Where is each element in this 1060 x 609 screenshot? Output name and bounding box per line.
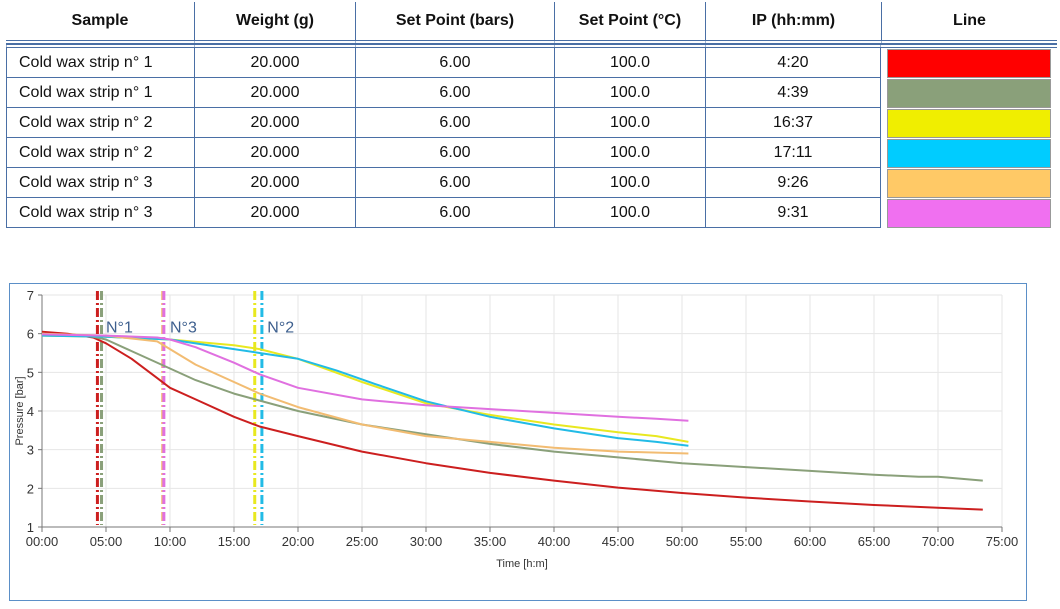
ip-cell: 4:20 bbox=[705, 44, 881, 78]
line-color-swatch bbox=[887, 108, 1051, 138]
y-tick-label: 1 bbox=[27, 520, 34, 535]
x-tick-label: 60:00 bbox=[794, 534, 827, 549]
x-tick-label: 25:00 bbox=[346, 534, 379, 549]
x-tick-label: 65:00 bbox=[858, 534, 891, 549]
setpoint-celsius-cell: 100.0 bbox=[554, 108, 705, 138]
setpoint-bars-cell: 6.00 bbox=[355, 78, 554, 108]
x-tick-label: 00:00 bbox=[26, 534, 59, 549]
ip-cell: 17:11 bbox=[705, 138, 881, 168]
setpoint-celsius-cell: 100.0 bbox=[554, 44, 705, 78]
setpoint-bars-cell: 6.00 bbox=[355, 168, 554, 198]
line-color-cell bbox=[881, 108, 1057, 138]
header-weight: Weight (g) bbox=[194, 2, 355, 44]
line-color-swatch bbox=[887, 168, 1051, 198]
header-ip: IP (hh:mm) bbox=[705, 2, 881, 44]
y-tick-label: 4 bbox=[27, 404, 34, 419]
setpoint-bars-cell: 6.00 bbox=[355, 198, 554, 228]
x-tick-label: 45:00 bbox=[602, 534, 635, 549]
y-axis-label: Pressure [bar] bbox=[14, 376, 26, 445]
sample-cell: Cold wax strip n° 2 bbox=[6, 138, 194, 168]
x-axis-label: Time [h:m] bbox=[496, 558, 548, 570]
weight-cell: 20.000 bbox=[194, 138, 355, 168]
sample-cell: Cold wax strip n° 3 bbox=[6, 168, 194, 198]
y-tick-label: 6 bbox=[27, 327, 34, 342]
x-tick-label: 20:00 bbox=[282, 534, 315, 549]
marker-annotation: N°3 bbox=[170, 320, 197, 337]
y-tick-label: 3 bbox=[27, 443, 34, 458]
ip-cell: 9:26 bbox=[705, 168, 881, 198]
setpoint-celsius-cell: 100.0 bbox=[554, 138, 705, 168]
ip-cell: 9:31 bbox=[705, 198, 881, 228]
weight-cell: 20.000 bbox=[194, 198, 355, 228]
x-tick-label: 55:00 bbox=[730, 534, 763, 549]
line-color-swatch bbox=[887, 198, 1051, 228]
marker-annotation: N°2 bbox=[267, 320, 294, 337]
series-line bbox=[41, 332, 689, 455]
series-line bbox=[41, 332, 983, 482]
y-tick-label: 5 bbox=[27, 365, 34, 380]
weight-cell: 20.000 bbox=[194, 44, 355, 78]
series-line bbox=[41, 330, 983, 511]
line-color-cell bbox=[881, 198, 1057, 228]
table-row: Cold wax strip n° 2 20.000 6.00 100.0 17:11 bbox=[6, 138, 1057, 168]
table-row: Cold wax strip n° 3 20.000 6.00 100.0 9:31 bbox=[6, 198, 1057, 228]
table-row: Cold wax strip n° 3 20.000 6.00 100.0 9:26 bbox=[6, 168, 1057, 198]
line-color-swatch bbox=[887, 78, 1051, 108]
header-sample: Sample bbox=[6, 2, 194, 44]
setpoint-bars-cell: 6.00 bbox=[355, 138, 554, 168]
setpoint-celsius-cell: 100.0 bbox=[554, 198, 705, 228]
setpoint-celsius-cell: 100.0 bbox=[554, 168, 705, 198]
series-line bbox=[41, 334, 689, 447]
line-color-cell bbox=[881, 78, 1057, 108]
weight-cell: 20.000 bbox=[194, 78, 355, 108]
sample-cell: Cold wax strip n° 1 bbox=[6, 44, 194, 78]
weight-cell: 20.000 bbox=[194, 168, 355, 198]
table-header-row: Sample Weight (g) Set Point (bars) Set P… bbox=[6, 2, 1057, 44]
pressure-chart-svg: 00:00 05:00 10:00 15:00 20:00 25:00 30:00 35:00… bbox=[14, 288, 1019, 570]
x-tick-label: 05:00 bbox=[90, 534, 123, 549]
sample-cell: Cold wax strip n° 2 bbox=[6, 108, 194, 138]
header-setpoint-celsius: Set Point (°C) bbox=[554, 2, 705, 44]
x-tick-label: 40:00 bbox=[538, 534, 571, 549]
line-color-swatch bbox=[887, 48, 1051, 78]
x-tick-label: 75:00 bbox=[986, 534, 1019, 549]
x-tick-label: 10:00 bbox=[154, 534, 187, 549]
setpoint-bars-cell: 6.00 bbox=[355, 44, 554, 78]
samples-table: Sample Weight (g) Set Point (bars) Set P… bbox=[6, 2, 1057, 228]
samples-table-container: Sample Weight (g) Set Point (bars) Set P… bbox=[6, 2, 1060, 228]
x-tick-label: 30:00 bbox=[410, 534, 443, 549]
line-color-cell bbox=[881, 138, 1057, 168]
table-row: Cold wax strip n° 1 20.000 6.00 100.0 4:20 bbox=[6, 44, 1057, 78]
x-tick-label: 35:00 bbox=[474, 534, 507, 549]
setpoint-celsius-cell: 100.0 bbox=[554, 78, 705, 108]
sample-cell: Cold wax strip n° 3 bbox=[6, 198, 194, 228]
table-row: Cold wax strip n° 2 20.000 6.00 100.0 16:37 bbox=[6, 108, 1057, 138]
ip-cell: 4:39 bbox=[705, 78, 881, 108]
marker-annotation: N°1 bbox=[106, 320, 133, 337]
sample-cell: Cold wax strip n° 1 bbox=[6, 78, 194, 108]
x-tick-label: 50:00 bbox=[666, 534, 699, 549]
x-tick-label: 15:00 bbox=[218, 534, 251, 549]
line-color-cell bbox=[881, 44, 1057, 78]
weight-cell: 20.000 bbox=[194, 108, 355, 138]
header-line: Line bbox=[881, 2, 1057, 44]
y-tick-label: 7 bbox=[27, 288, 34, 303]
line-color-cell bbox=[881, 168, 1057, 198]
pressure-chart: 00:00 05:00 10:00 15:00 20:00 25:00 30:00 35:00… bbox=[9, 283, 1027, 601]
x-tick-label: 70:00 bbox=[922, 534, 955, 549]
line-color-swatch bbox=[887, 138, 1051, 168]
ip-cell: 16:37 bbox=[705, 108, 881, 138]
header-setpoint-bars: Set Point (bars) bbox=[355, 2, 554, 44]
series-line bbox=[41, 333, 689, 422]
y-tick-label: 2 bbox=[27, 481, 34, 496]
table-row: Cold wax strip n° 1 20.000 6.00 100.0 4:39 bbox=[6, 78, 1057, 108]
setpoint-bars-cell: 6.00 bbox=[355, 108, 554, 138]
